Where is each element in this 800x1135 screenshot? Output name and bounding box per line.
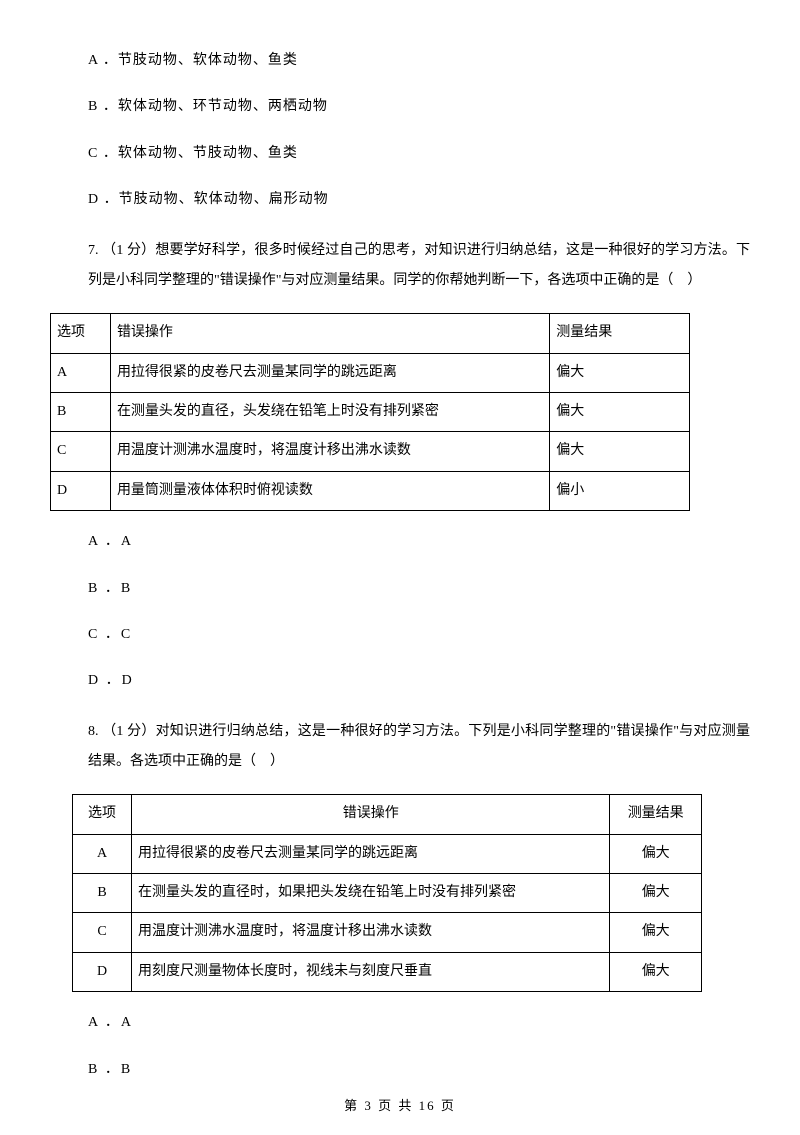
cell-result: 偏小 xyxy=(550,471,690,510)
q7-option-c: C ．C xyxy=(88,624,750,646)
header-option: 选项 xyxy=(51,314,111,353)
cell-result: 偏大 xyxy=(610,874,702,913)
cell-operation: 用刻度尺测量物体长度时，视线未与刻度尺垂直 xyxy=(132,952,610,991)
cell-option: A xyxy=(73,834,132,873)
page-footer: 第 3 页 共 16 页 xyxy=(0,1096,800,1117)
table-row: A 用拉得很紧的皮卷尺去测量某同学的跳远距离 偏大 xyxy=(73,834,702,873)
cell-operation: 用拉得很紧的皮卷尺去测量某同学的跳远距离 xyxy=(110,353,549,392)
cell-result: 偏大 xyxy=(610,952,702,991)
header-result: 测量结果 xyxy=(550,314,690,353)
header-result: 测量结果 xyxy=(610,795,702,834)
cell-result: 偏大 xyxy=(550,353,690,392)
cell-operation: 用温度计测沸水温度时，将温度计移出沸水读数 xyxy=(132,913,610,952)
table-row: C 用温度计测沸水温度时，将温度计移出沸水读数 偏大 xyxy=(51,432,690,471)
q7-stem: 7. （1 分）想要学好科学，很多时候经过自己的思考，对知识进行归纳总结，这是一… xyxy=(88,236,750,298)
cell-result: 偏大 xyxy=(610,913,702,952)
table-row: D 用刻度尺测量物体长度时，视线未与刻度尺垂直 偏大 xyxy=(73,952,702,991)
q7-option-b: B ．B xyxy=(88,578,750,600)
q8-stem: 8. （1 分）对知识进行归纳总结，这是一种很好的学习方法。下列是小科同学整理的… xyxy=(88,717,750,779)
q7-table: 选项 错误操作 测量结果 A 用拉得很紧的皮卷尺去测量某同学的跳远距离 偏大 B… xyxy=(50,313,690,511)
q7-option-a: A ．A xyxy=(88,531,750,553)
q8-table: 选项 错误操作 测量结果 A 用拉得很紧的皮卷尺去测量某同学的跳远距离 偏大 B… xyxy=(72,794,702,992)
q8-option-a: A ．A xyxy=(88,1012,750,1034)
cell-operation: 用量筒测量液体体积时俯视读数 xyxy=(110,471,549,510)
cell-option: C xyxy=(51,432,111,471)
cell-operation: 在测量头发的直径，头发绕在铅笔上时没有排列紧密 xyxy=(110,392,549,431)
table-row: B 在测量头发的直径时，如果把头发绕在铅笔上时没有排列紧密 偏大 xyxy=(73,874,702,913)
cell-operation: 用拉得很紧的皮卷尺去测量某同学的跳远距离 xyxy=(132,834,610,873)
q6-option-d: D ．节肢动物、软体动物、扁形动物 xyxy=(88,189,750,211)
table-header-row: 选项 错误操作 测量结果 xyxy=(51,314,690,353)
table-row: B 在测量头发的直径，头发绕在铅笔上时没有排列紧密 偏大 xyxy=(51,392,690,431)
header-operation: 错误操作 xyxy=(132,795,610,834)
cell-operation: 用温度计测沸水温度时，将温度计移出沸水读数 xyxy=(110,432,549,471)
cell-option: B xyxy=(73,874,132,913)
cell-result: 偏大 xyxy=(610,834,702,873)
header-option: 选项 xyxy=(73,795,132,834)
cell-option: D xyxy=(51,471,111,510)
table-row: A 用拉得很紧的皮卷尺去测量某同学的跳远距离 偏大 xyxy=(51,353,690,392)
cell-option: B xyxy=(51,392,111,431)
q6-option-a: A ．节肢动物、软体动物、鱼类 xyxy=(88,50,750,72)
q6-option-b: B ．软体动物、环节动物、两栖动物 xyxy=(88,96,750,118)
q6-option-c: C ．软体动物、节肢动物、鱼类 xyxy=(88,143,750,165)
table-row: D 用量筒测量液体体积时俯视读数 偏小 xyxy=(51,471,690,510)
cell-result: 偏大 xyxy=(550,432,690,471)
table-header-row: 选项 错误操作 测量结果 xyxy=(73,795,702,834)
cell-option: A xyxy=(51,353,111,392)
cell-option: C xyxy=(73,913,132,952)
cell-operation: 在测量头发的直径时，如果把头发绕在铅笔上时没有排列紧密 xyxy=(132,874,610,913)
q7-option-d: D ．D xyxy=(88,670,750,692)
table-row: C 用温度计测沸水温度时，将温度计移出沸水读数 偏大 xyxy=(73,913,702,952)
header-operation: 错误操作 xyxy=(110,314,549,353)
q8-option-b: B ．B xyxy=(88,1059,750,1081)
cell-result: 偏大 xyxy=(550,392,690,431)
cell-option: D xyxy=(73,952,132,991)
